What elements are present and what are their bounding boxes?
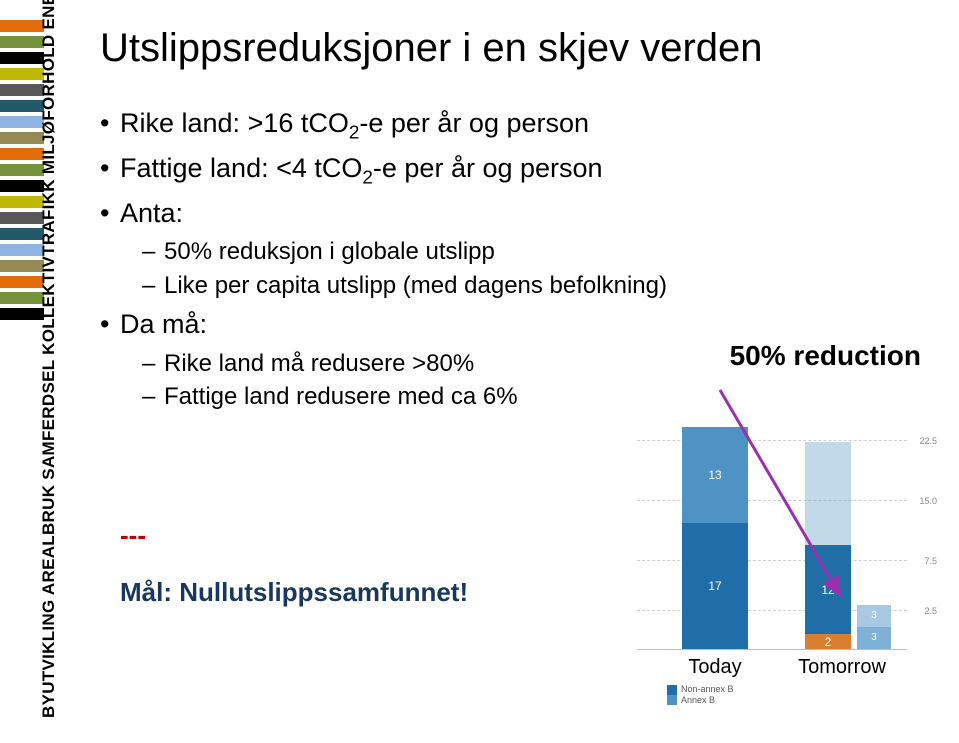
stripe [0, 180, 44, 192]
chart-legend: Non-annex BAnnex B [667, 684, 734, 705]
sub-bullet: Like per capita utslipp (med dagens befo… [142, 269, 939, 303]
emissions-chart: 22.5 15.0 7.5 2.5 1713 212 33 Non-annex BA… [637, 400, 947, 720]
sidebar-stripes [0, 18, 44, 718]
stripe [0, 36, 44, 48]
stripe [0, 228, 44, 240]
legend-label: Annex B [681, 695, 715, 705]
gridline: 22.5 [637, 440, 907, 441]
bullet-rich: Rike land: >16 tCO2-e per år og person [100, 105, 939, 146]
footer-block: --- Mål: Nullutslippssamfunnet! [120, 520, 468, 608]
y-tick: 7.5 [924, 556, 937, 566]
stripe [0, 84, 44, 96]
bar-segment: 3 [857, 627, 891, 649]
stripe [0, 100, 44, 112]
stripe [0, 164, 44, 176]
text: Anta: [120, 198, 183, 228]
separator: --- [120, 520, 468, 551]
y-tick: 2.5 [924, 606, 937, 616]
subscript: 2 [349, 122, 360, 143]
subscript: 2 [362, 167, 373, 188]
legend-item: Annex B [667, 695, 734, 706]
text: -e per år og person [373, 153, 603, 183]
stripe [0, 20, 44, 32]
bar-segment [805, 442, 851, 546]
legend-swatch [667, 685, 677, 695]
stripe [0, 148, 44, 160]
stripe [0, 132, 44, 144]
sidebar: BYUTVIKLING AREALBRUK SAMFERDSEL KOLLEKT… [0, 18, 78, 718]
stripe [0, 52, 44, 64]
bar-segment: 12 [805, 545, 851, 634]
legend-label: Non-annex B [681, 684, 734, 694]
stripe [0, 308, 44, 320]
y-tick: 22.5 [919, 436, 937, 446]
stripe [0, 116, 44, 128]
sub-bullet: 50% reduksjon i globale utslipp [142, 235, 939, 269]
stripe [0, 260, 44, 272]
slide-title: Utslippsreduksjoner i en skjev verden [100, 26, 939, 71]
text: Rike land: >16 tCO [120, 108, 349, 138]
text: -e per år og person [359, 108, 589, 138]
stripe [0, 196, 44, 208]
bar-segment: 3 [857, 605, 891, 627]
bar-segment: 13 [682, 427, 748, 523]
y-tick: 15.0 [919, 496, 937, 506]
stripe [0, 292, 44, 304]
stripe [0, 212, 44, 224]
bar-segment: 17 [682, 523, 748, 649]
text: Fattige land: <4 tCO [120, 153, 362, 183]
x-label-today: Today [665, 656, 765, 679]
reduction-callout: 50% reduction [730, 340, 921, 372]
x-label-tomorrow: Tomorrow [792, 656, 892, 679]
stripe [0, 244, 44, 256]
bullet-assume: Anta: 50% reduksjon i globale utslipp Li… [100, 195, 939, 303]
legend-item: Non-annex B [667, 684, 734, 695]
sidebar-vertical-label: BYUTVIKLING AREALBRUK SAMFERDSEL KOLLEKT… [44, 18, 78, 718]
chart-plot: 22.5 15.0 7.5 2.5 171321233 [637, 400, 907, 650]
legend-swatch [667, 695, 677, 705]
bar-segment: 2 [805, 634, 851, 649]
text: Da må: [120, 309, 207, 339]
stripe [0, 68, 44, 80]
bullet-poor: Fattige land: <4 tCO2-e per år og person [100, 150, 939, 191]
goal-text: Mål: Nullutslippssamfunnet! [120, 577, 468, 608]
stripe [0, 276, 44, 288]
gridline: 15.0 [637, 500, 907, 501]
sidebar-vertical-text: BYUTVIKLING AREALBRUK SAMFERDSEL KOLLEKT… [39, 0, 59, 718]
gridline: 7.5 [637, 560, 907, 561]
